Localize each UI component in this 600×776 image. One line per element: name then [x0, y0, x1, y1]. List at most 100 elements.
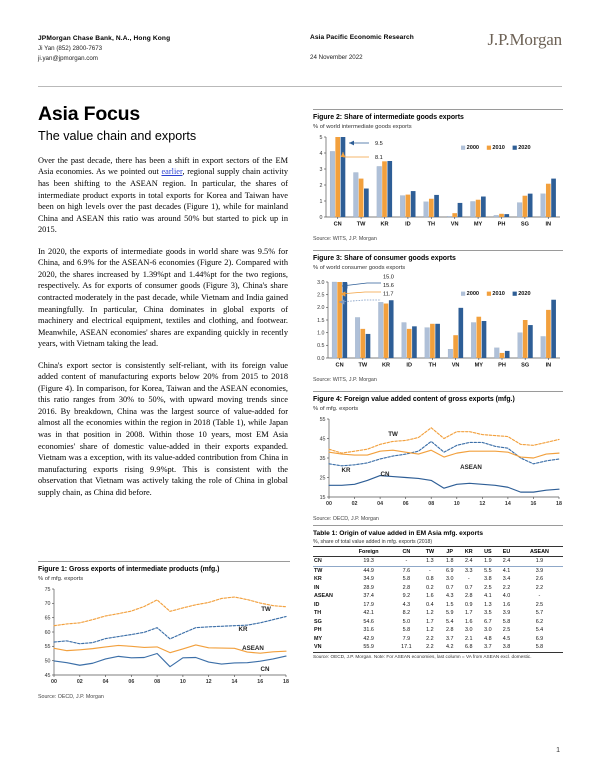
svg-text:16: 16 [530, 501, 536, 507]
svg-text:VN: VN [451, 222, 459, 228]
svg-text:55: 55 [320, 417, 326, 423]
svg-text:10: 10 [180, 679, 186, 685]
table-cell: 6.9 [535, 635, 544, 642]
table-cell: 3.7 [445, 635, 454, 642]
figure-4-subtitle: % of mfg. exports [313, 406, 359, 413]
svg-text:TH: TH [429, 363, 436, 369]
header-date: 24 November 2022 [310, 54, 363, 61]
jpmorgan-logo: J.P.Morgan [487, 30, 562, 49]
svg-text:50: 50 [45, 659, 51, 665]
svg-text:CN: CN [334, 222, 342, 228]
svg-text:5: 5 [320, 135, 323, 141]
paragraph-1: Over the past decade, there has been a s… [38, 155, 288, 236]
svg-text:00: 00 [326, 501, 332, 507]
figure-1-top-rule [38, 561, 290, 562]
table-cell: 4.1 [502, 567, 511, 574]
table-row: VN 55.9 17.1 2.2 4.2 6.8 3.7 3.8 5.8 [313, 643, 563, 653]
svg-text:25: 25 [320, 475, 326, 481]
table-cell: 5.8 [402, 576, 411, 583]
figure-3-title: Figure 3: Share of consumer goods export… [313, 255, 456, 262]
table-cell: 17.1 [393, 643, 420, 653]
svg-text:18: 18 [283, 679, 289, 685]
svg-text:1.0: 1.0 [317, 331, 324, 337]
table-row-label: SG [314, 618, 322, 625]
article-column: Asia Focus The value chain and exports O… [38, 104, 288, 508]
svg-text:15.6: 15.6 [383, 283, 394, 289]
svg-text:18: 18 [556, 501, 562, 507]
table-row: ASEAN 37.4 9.2 1.6 4.3 2.8 4.1 4.0 - [313, 592, 563, 601]
figure-2-title: Figure 2: Share of intermediate goods ex… [313, 114, 464, 121]
table-cell: 3.0 [445, 576, 454, 583]
figure-4-plot: 15 25 35 45 55 00 02 04 06 08 10 12 14 16 18 TW KR ASEAN C… [313, 414, 563, 514]
svg-text:12: 12 [206, 679, 212, 685]
svg-text:2020: 2020 [518, 291, 530, 297]
svg-text:04: 04 [377, 501, 383, 507]
svg-text:3.0: 3.0 [317, 280, 324, 286]
table-row: IN 28.9 2.8 0.2 0.7 0.7 2.5 2.2 2.2 [313, 584, 563, 593]
svg-text:15.0: 15.0 [383, 275, 394, 281]
figure-4-top-rule [313, 391, 563, 392]
table-cell: 5.7 [535, 610, 544, 617]
svg-text:PH: PH [498, 222, 506, 228]
table-cell: 3.5 [484, 610, 492, 617]
table-cell: 3.3 [465, 567, 473, 574]
table-cell: 1.9 [515, 556, 563, 567]
table-cell: 7.6 [402, 567, 411, 574]
svg-text:2000: 2000 [467, 291, 479, 297]
figure-2-subtitle: % of world intermediate goods exports [313, 124, 412, 131]
svg-text:SG: SG [521, 363, 529, 369]
svg-text:9.5: 9.5 [375, 141, 383, 147]
table-row-label: CN [313, 556, 344, 567]
header-contact-block: JPMorgan Chase Bank, N.A., Hong Kong Ji … [38, 34, 288, 63]
svg-text:2: 2 [320, 183, 323, 189]
svg-text:ID: ID [405, 222, 411, 228]
paragraph-3: China's export sector is consistently se… [38, 360, 288, 497]
svg-text:TW: TW [261, 606, 271, 613]
table-row-label: IN [314, 584, 320, 591]
table-cell: 0.7 [445, 584, 454, 591]
table-1-title: Table 1: Origin of value added in EM Asi… [313, 530, 484, 537]
earlier-link[interactable]: earlier [161, 167, 183, 177]
table-head: Foreign CN TW JP KR US EU ASEAN [313, 546, 563, 558]
table-cell: 3.0 [465, 627, 473, 634]
header-analyst: Ji Yan (852) 2800-7673 [38, 44, 103, 52]
table-cell: 0.8 [426, 576, 434, 583]
table-row: PH 31.6 5.8 1.2 2.8 3.0 3.0 2.5 5.4 [313, 626, 563, 635]
svg-text:KR: KR [380, 222, 388, 228]
table-header-row: Foreign CN TW JP KR US EU ASEAN [313, 546, 563, 558]
table-cell: 1.2 [426, 627, 434, 634]
table-1-top-rule [313, 525, 563, 526]
svg-text:CN: CN [261, 666, 270, 673]
table-cell: 54.6 [363, 618, 374, 625]
figure-3-source: Source: WITS, J.P. Morgan [313, 377, 377, 384]
svg-text:IN: IN [546, 222, 552, 228]
table-cell: 1.6 [426, 593, 434, 600]
page-title: Asia Focus [38, 103, 141, 125]
svg-text:2.0: 2.0 [317, 305, 324, 311]
table-cell: 3.8 [484, 576, 492, 583]
svg-text:8.1: 8.1 [375, 155, 383, 161]
table-cell: 3.9 [535, 567, 544, 574]
table-cell: 2.2 [502, 584, 511, 591]
svg-text:60: 60 [45, 630, 51, 636]
svg-text:TW: TW [388, 431, 398, 438]
svg-text:1.5: 1.5 [317, 318, 324, 324]
table-cell: 3.8 [497, 643, 516, 653]
table-cell: 4.5 [502, 635, 511, 642]
table-cell: 3.9 [502, 610, 511, 617]
header-email: ji.yan@jpmorgan.com [38, 54, 98, 62]
table-cell: 4.1 [484, 593, 492, 600]
table-cell: 5.4 [535, 627, 544, 634]
table-row-label: VN [313, 643, 344, 653]
table-cell: 1.9 [478, 556, 498, 567]
svg-text:06: 06 [403, 501, 409, 507]
table-cell: 0.9 [465, 601, 473, 608]
svg-text:0.0: 0.0 [317, 356, 324, 362]
svg-text:11.7: 11.7 [383, 292, 393, 298]
figure-4: Figure 4: Foreign value added content of… [313, 391, 563, 522]
svg-text:55: 55 [45, 644, 51, 650]
figure-2-source: Source: WITS, J.P. Morgan [313, 236, 377, 243]
table-cell: 1.6 [465, 618, 473, 625]
svg-text:2020: 2020 [518, 145, 530, 151]
table-cell: 0.7 [465, 584, 473, 591]
